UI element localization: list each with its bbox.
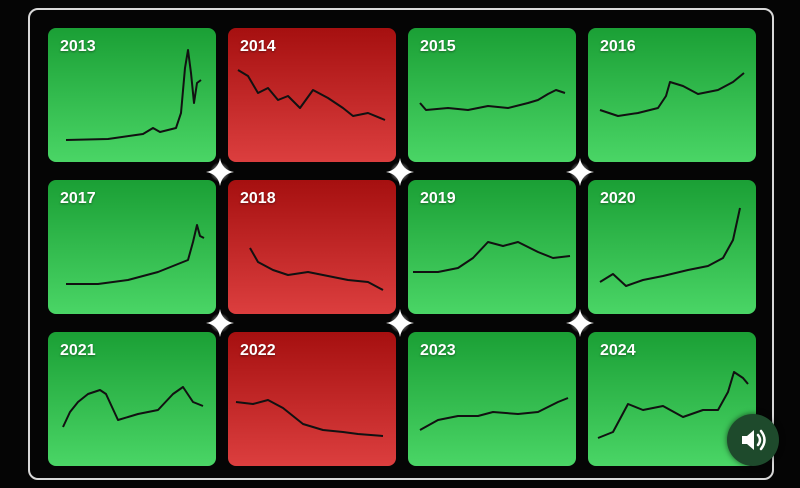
sparkle — [386, 309, 414, 337]
sound-button[interactable] — [727, 414, 779, 466]
year-label: 2017 — [60, 190, 96, 207]
year-tile: 2017 — [48, 180, 216, 314]
year-label: 2018 — [240, 190, 276, 207]
price-line — [419, 89, 566, 111]
speaker-icon — [742, 429, 766, 451]
year-tile: 2018 — [228, 180, 396, 314]
price-line — [597, 371, 749, 439]
year-tile: 2024 — [588, 332, 756, 466]
year-tile: 2020 — [588, 180, 756, 314]
sparkle — [206, 309, 234, 337]
sparkle — [386, 158, 414, 186]
price-line — [235, 399, 384, 437]
price-line — [599, 72, 745, 117]
sparkline — [413, 241, 571, 273]
year-tile: 2015 — [408, 28, 576, 162]
price-line — [66, 224, 205, 285]
frame — [28, 8, 774, 480]
sparkline — [599, 207, 741, 287]
year-label: 2019 — [420, 190, 456, 207]
sparkline — [235, 399, 384, 437]
year-label: 2023 — [420, 342, 456, 359]
year-label: 2013 — [60, 38, 96, 55]
year-tile: 2016 — [588, 28, 756, 162]
price-line — [65, 49, 202, 141]
year-label: 2024 — [600, 342, 636, 359]
price-line — [413, 241, 571, 273]
price-line — [237, 69, 386, 121]
sparkle — [566, 158, 594, 186]
year-tile: 2014 — [228, 28, 396, 162]
sparkline — [249, 247, 384, 291]
sparkline — [237, 69, 386, 121]
price-line — [419, 397, 569, 431]
sparkline — [66, 224, 205, 285]
sparkline — [65, 49, 202, 141]
price-line — [249, 247, 384, 291]
sparkle — [206, 158, 234, 186]
year-tile: 2021 — [48, 332, 216, 466]
year-tile: 2013 — [48, 28, 216, 162]
year-tile: 2019 — [408, 180, 576, 314]
sparkle — [566, 309, 594, 337]
year-label: 2015 — [420, 38, 456, 55]
sparkline — [419, 89, 566, 111]
price-line — [62, 386, 204, 428]
year-tile: 2022 — [228, 332, 396, 466]
sparkline — [62, 386, 204, 428]
year-label: 2020 — [600, 190, 636, 207]
year-label: 2014 — [240, 38, 276, 55]
year-tile: 2023 — [408, 332, 576, 466]
year-label: 2021 — [60, 342, 96, 359]
year-label: 2016 — [600, 38, 636, 55]
price-line — [599, 207, 741, 287]
year-label: 2022 — [240, 342, 276, 359]
sparkline — [597, 371, 749, 439]
sparkline — [419, 397, 569, 431]
sparkline — [599, 72, 745, 117]
